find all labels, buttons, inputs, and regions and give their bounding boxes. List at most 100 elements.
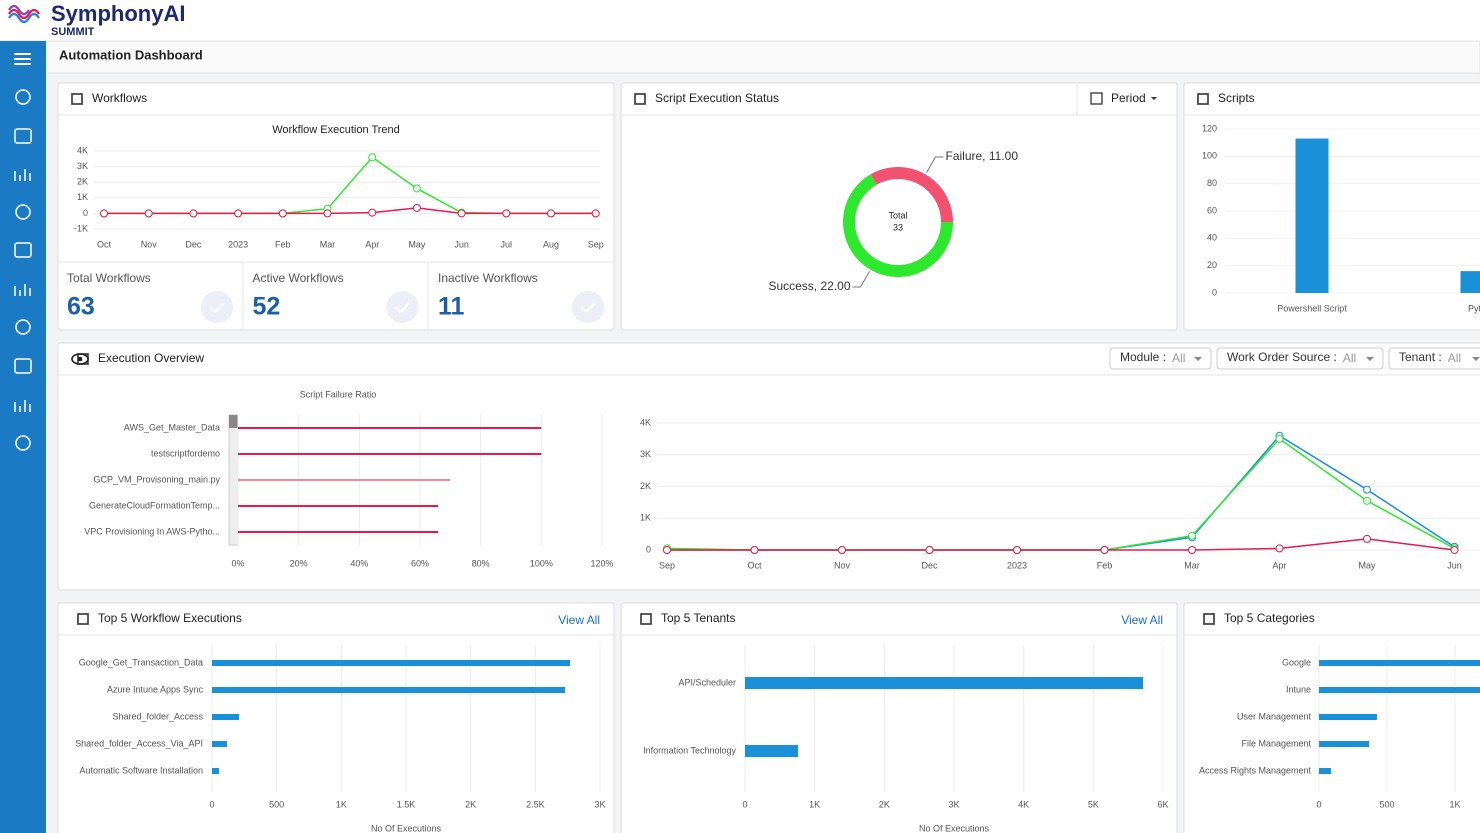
y-tick-label: 3K [640, 449, 651, 459]
y-tick-label: 1K [77, 192, 88, 202]
eye-icon [77, 356, 83, 362]
y-tick-label: 3K [77, 161, 88, 171]
view-all-link[interactable]: View All [1121, 613, 1163, 627]
logo-wave [8, 8, 40, 20]
nav-icon[interactable] [14, 242, 32, 258]
y-tick-label: GCP_VM_Provisoning_main.py [93, 474, 220, 484]
logo-wave [8, 4, 30, 16]
x-tick-label: 60% [411, 558, 429, 568]
stat-label: Active Workflows [253, 271, 344, 285]
x-tick-label: Pyth [1468, 303, 1480, 313]
x-tick-label: 80% [472, 558, 490, 568]
data-point [278, 209, 287, 218]
y-tick-label: Intune [1286, 684, 1311, 694]
y-tick-label: Azure Intune Apps Sync [107, 684, 204, 694]
nav-icon[interactable] [15, 319, 31, 335]
y-tick-label: Information Technology [643, 745, 736, 755]
scrollbar[interactable] [228, 414, 239, 546]
y-tick-label: Shared_folder_Access_Via_API [75, 738, 203, 748]
x-tick-label: 120% [590, 558, 613, 568]
x-tick-label: 2023 [228, 239, 248, 249]
y-tick-label: Google [1282, 657, 1311, 667]
data-point [1188, 546, 1196, 554]
brand: SymphonyAI [51, 1, 185, 26]
data-point [1363, 496, 1371, 505]
bar [1319, 714, 1377, 720]
nav-icon[interactable] [15, 204, 31, 220]
x-tick-label: Oct [747, 560, 762, 570]
page-title: Automation Dashboard [59, 47, 203, 62]
data-point [144, 209, 153, 218]
nav-icon[interactable] [14, 128, 32, 144]
data-point [412, 203, 421, 212]
sidebar [0, 41, 46, 833]
nav-icon[interactable] [15, 435, 31, 451]
y-tick-label: User Management [1237, 711, 1312, 721]
data-point [457, 209, 466, 218]
bar [745, 677, 1144, 689]
x-tick-label: 500 [1379, 799, 1394, 809]
y-tick-label: AWS_Get_Master_Data [124, 422, 220, 432]
bar [1319, 660, 1480, 666]
x-tick-label: 20% [290, 558, 308, 568]
x-tick-label: Jul [501, 239, 513, 249]
data-point [1275, 434, 1284, 443]
panel-icon [1203, 613, 1215, 625]
y-tick-label: GenerateCloudFormationTemp... [89, 500, 220, 510]
x-tick-label: 3K [948, 799, 959, 809]
y-tick-label: Shared_folder_Access [112, 711, 203, 721]
slice-label: Failure, 11.00 [946, 149, 1019, 163]
x-tick-label: Feb [275, 239, 291, 249]
data-point [1100, 546, 1109, 554]
y-tick-label: 120 [1202, 123, 1217, 133]
filter-dropdown[interactable] [1109, 347, 1212, 370]
data-point [323, 209, 332, 218]
title-bar [0, 40, 1480, 74]
x-tick-label: 1K [336, 799, 347, 809]
bar [745, 745, 798, 757]
center-label: Total [888, 210, 907, 220]
y-tick-label: 20 [1207, 260, 1217, 270]
panel [620, 602, 1178, 833]
panel-title: Execution Overview [98, 351, 204, 365]
nav-icon[interactable] [14, 284, 31, 296]
x-tick-label: Aug [543, 239, 559, 249]
panel-icon [77, 613, 89, 625]
bar [1319, 741, 1370, 747]
data-point [1450, 546, 1459, 554]
y-tick-label: 60 [1207, 205, 1217, 215]
nav-icon[interactable] [15, 89, 31, 105]
bar [212, 741, 228, 747]
y-tick-label: VPC Provisioning In AWS-Pytho... [84, 526, 220, 536]
y-tick-label: 2K [640, 481, 651, 491]
data-point [547, 209, 555, 218]
y-tick-label: 2K [77, 177, 88, 187]
data-point [663, 546, 671, 554]
filter-label: Tenant : [1399, 350, 1442, 364]
y-tick-label: 0 [1212, 287, 1217, 297]
x-tick-label: 1K [1449, 799, 1460, 809]
series-line [667, 538, 1455, 551]
logo-wave [8, 12, 40, 24]
nav-icon[interactable] [14, 169, 31, 181]
period-dropdown[interactable]: Period [1111, 91, 1146, 105]
x-tick-label: 100% [530, 558, 553, 568]
y-tick-label: 40 [1207, 233, 1217, 243]
nav-icon[interactable] [14, 400, 31, 412]
nav-icon[interactable] [14, 358, 32, 374]
filter-dropdown[interactable] [1388, 347, 1480, 370]
x-tick-label: Apr [1272, 560, 1286, 570]
x-tick-label: 5K [1088, 799, 1099, 809]
filter-dropdown[interactable] [1216, 347, 1384, 370]
x-tick-label: May [408, 239, 426, 249]
scrollbar-handle[interactable] [229, 415, 238, 428]
filter-label: Work Order Source : [1227, 350, 1337, 364]
dropdown-caret [1472, 357, 1480, 361]
data-point [591, 209, 600, 218]
dropdown-caret [1366, 357, 1374, 361]
y-tick-label: 0 [646, 544, 651, 554]
series-line [104, 207, 596, 215]
x-tick-label: 2K [465, 799, 476, 809]
view-all-link[interactable]: View All [558, 613, 600, 627]
leader-line [852, 271, 870, 288]
